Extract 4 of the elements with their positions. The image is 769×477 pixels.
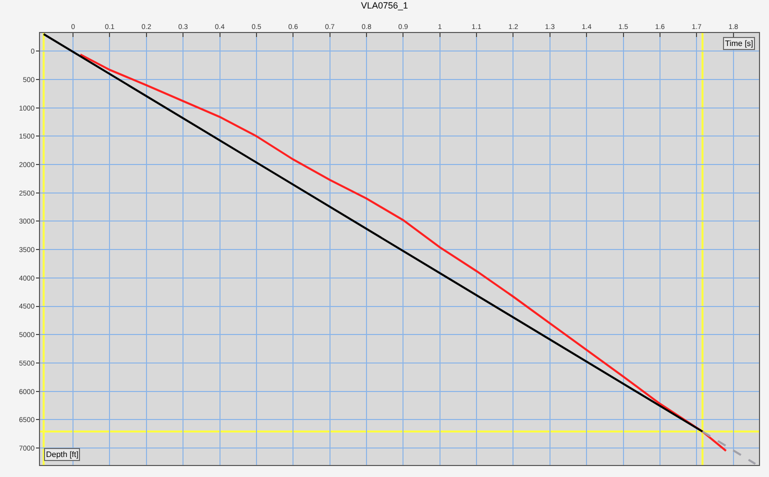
line-series — [79, 54, 727, 452]
y-axis-title: Depth [ft] — [46, 450, 78, 459]
x-axis-title: Time [s] — [725, 39, 754, 48]
chart-title: VLA0756_1 — [360, 0, 408, 11]
